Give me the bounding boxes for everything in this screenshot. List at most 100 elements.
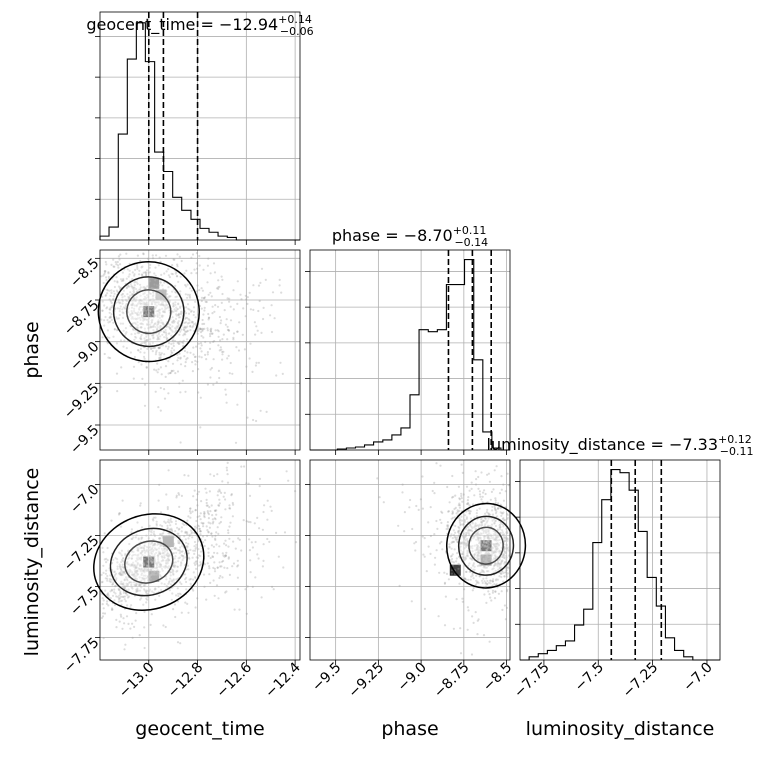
scatter-point [124,304,127,307]
scatter-point [139,298,142,301]
scatter-point [172,319,175,322]
scatter-point [227,329,230,332]
scatter-point [140,266,143,269]
scatter-point [114,307,117,310]
scatter-point [173,603,177,606]
scatter-point [145,273,148,277]
histogram-luminosity_distance [520,468,720,661]
scatter-point [213,310,216,313]
scatter-point [107,275,110,278]
scatter-point [397,524,400,527]
scatter-point [227,329,231,332]
scatter-point [187,307,190,310]
scatter-point [112,297,115,300]
scatter-point [131,303,134,306]
scatter-point [136,263,139,267]
scatter-point [214,538,217,542]
scatter-point [192,310,195,313]
scatter-point [226,297,229,300]
scatter-point [157,321,160,324]
scatter-point [164,365,168,368]
scatter-point [136,326,139,330]
scatter-point [461,600,464,603]
scatter-point [139,351,142,354]
scatter-point [220,516,223,519]
scatter-point [145,569,148,572]
scatter-point [204,340,207,344]
scatter-point [206,383,209,386]
scatter-point [136,265,139,269]
scatter-point [110,519,113,522]
scatter-point [119,322,122,325]
scatter-point [150,321,153,324]
scatter-point [429,534,432,538]
scatter-point [195,290,198,293]
scatter-point [166,347,170,350]
title-sub: −0.06 [280,25,314,38]
scatter-point [143,404,147,407]
scatter-point [197,342,200,345]
scatter-point [209,556,212,560]
scatter-point [147,327,150,330]
scatter-point [139,283,142,286]
scatter-point [136,321,139,324]
scatter-point [125,287,128,290]
scatter-point [130,285,133,288]
scatter-point [283,531,287,534]
scatter-point [209,328,212,331]
scatter-point [130,309,133,313]
scatter-point [174,291,177,294]
scatter-point [461,597,464,600]
scatter-point [117,266,120,269]
scatter-point [223,566,226,569]
y-tick-label-phase-3: −9.25 [61,381,103,423]
scatter-point [199,396,202,399]
scatter-point [209,291,212,294]
scatter-point [149,292,152,295]
scatter-point [214,534,217,538]
scatter-point [224,554,227,558]
scatter-point [161,288,165,291]
scatter-point [120,366,123,369]
scatter-point [170,272,173,275]
scatter-point [195,272,198,275]
scatter-point [134,335,137,338]
scatter-point [198,355,201,358]
scatter-point [153,298,156,301]
scatter-point [447,578,450,581]
scatter-point [217,335,220,338]
scatter-point [198,264,201,267]
scatter-point [102,274,105,277]
scatter-point [104,260,107,264]
y-tick-label-phase-0: −8.5 [67,256,102,291]
scatter-point [161,322,164,326]
scatter-point [172,339,175,342]
scatter-point [106,306,109,309]
scatter-point [189,516,192,519]
scatter-point [123,339,126,342]
scatter-point [150,287,153,290]
scatter-point [208,347,212,350]
scatter-point [184,390,187,393]
scatter-point [171,290,174,293]
scatter-point [134,280,137,283]
scatter-point [102,637,105,640]
scatter-point [220,560,224,563]
scatter-point [174,295,177,299]
scatter-point [459,652,463,655]
scatter-point [207,547,210,550]
scatter-point [186,329,189,332]
scatter-point [132,286,135,289]
scatter-point [252,418,255,422]
scatter-point [147,306,150,309]
scatter-point [134,299,137,302]
scatter-point [209,272,212,275]
scatter-point [112,335,115,338]
scatter-point [179,441,182,444]
scatter-point [155,310,158,313]
scatter-point [157,338,160,341]
scatter-point [206,534,209,538]
scatter-point [172,305,175,308]
scatter-point [143,337,146,340]
scatter-point [254,364,257,367]
